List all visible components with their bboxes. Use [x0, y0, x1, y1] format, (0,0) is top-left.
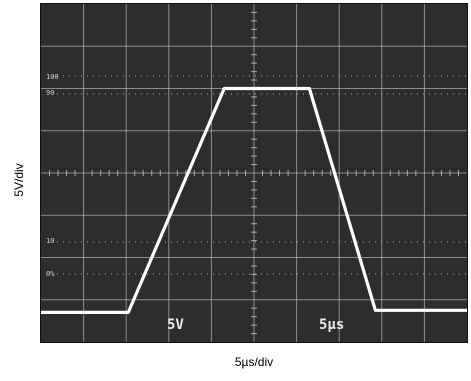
- volts-per-div-label: 5V: [167, 317, 184, 333]
- time-per-div-label: 5µs: [319, 317, 344, 333]
- percent-label-0: 0%: [46, 270, 55, 278]
- waveform-trace: [41, 86, 467, 314]
- percent-reference-lines: [57, 75, 467, 275]
- graticule-ticks: [49, 11, 459, 335]
- percent-label-90: 90: [46, 89, 54, 97]
- y-axis-label: 5V/div: [12, 163, 26, 197]
- percent-label-10: 10: [46, 237, 54, 245]
- x-axis-label: 5µs/div: [234, 355, 274, 369]
- oscilloscope-screen: 100 90 10 0% 5V 5µs: [40, 3, 468, 343]
- scope-plot: 100 90 10 0% 5V 5µs: [41, 4, 467, 342]
- percent-label-100: 100: [46, 73, 59, 81]
